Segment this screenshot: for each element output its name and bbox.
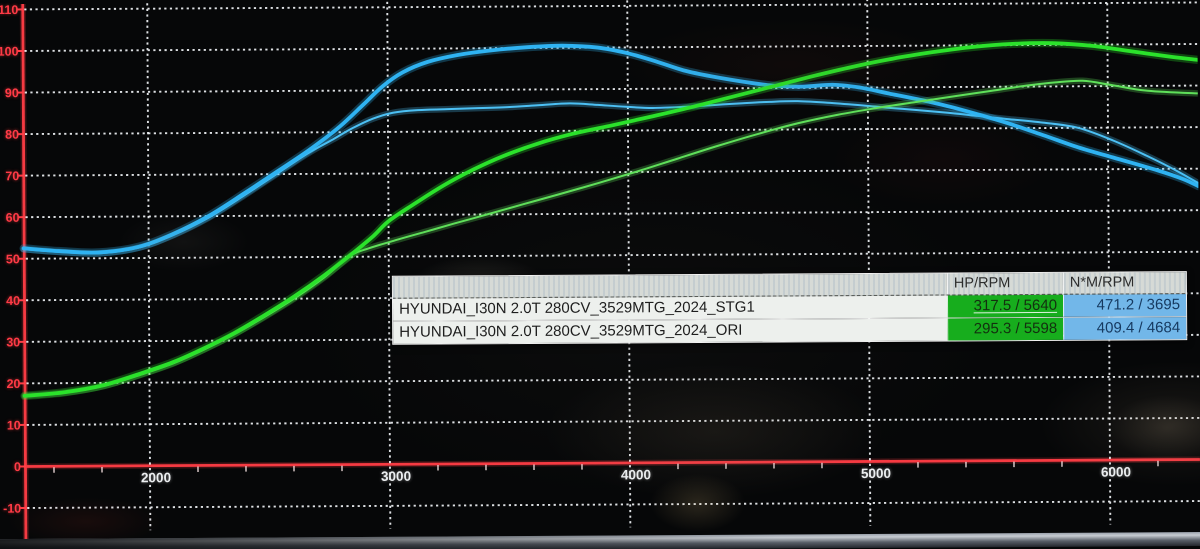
x-axis-label: 6000 bbox=[1101, 464, 1131, 479]
run-ori-nm-value: 409.4 / 4684 bbox=[1063, 317, 1187, 340]
gridline-vertical bbox=[146, 3, 152, 531]
gridline-vertical bbox=[866, 0, 872, 526]
gridlines bbox=[24, 0, 1200, 531]
y-axis-label: 80 bbox=[5, 128, 19, 142]
x-axis-label: 2000 bbox=[141, 470, 171, 485]
y-axis-label: 70 bbox=[5, 169, 19, 183]
gridline-horizontal bbox=[27, 500, 1200, 509]
curves bbox=[19, 38, 1200, 401]
y-axis-label: 50 bbox=[6, 252, 20, 266]
gridline-horizontal bbox=[26, 375, 1200, 385]
x-axis-line bbox=[23, 458, 1200, 468]
y-axis-label: 40 bbox=[6, 294, 20, 308]
run-stg1-nm-value: 471.2 / 3695 bbox=[1062, 294, 1187, 317]
results-header-hp: HP/RPM bbox=[946, 272, 1063, 295]
gridline-horizontal bbox=[25, 250, 1199, 260]
y-axis-line bbox=[21, 3, 28, 544]
run-stg1-hp-value: 317.5 / 5640 bbox=[946, 294, 1064, 318]
run-name-ori: HYUNDAI_I30N 2.0T 280CV_3529MTG_2024_ORI bbox=[393, 318, 948, 344]
y-axis-label: 100 bbox=[0, 45, 19, 59]
y-axis-label: 90 bbox=[5, 86, 19, 100]
gridline-vertical bbox=[626, 0, 632, 528]
y-axis-label: 30 bbox=[6, 335, 20, 349]
run-name-stg1: HYUNDAI_I30N 2.0T 280CV_3529MTG_2024_STG… bbox=[392, 295, 948, 321]
run-ori-hp-value: 295.3 / 5598 bbox=[947, 317, 1064, 341]
y-axis-label: 20 bbox=[7, 377, 21, 391]
results-row-stg1[interactable]: HYUNDAI_I30N 2.0T 280CV_3529MTG_2024_STG… bbox=[392, 293, 1187, 321]
y-axis-label: 0 bbox=[14, 460, 21, 474]
axes bbox=[19, 3, 1200, 544]
results-row-ori[interactable]: HYUNDAI_I30N 2.0T 280CV_3529MTG_2024_ORI… bbox=[393, 316, 1187, 344]
gridline-horizontal bbox=[26, 416, 1200, 426]
curve-stg1_nm bbox=[21, 43, 1200, 255]
gridline-horizontal bbox=[24, 1, 1198, 11]
gridline-horizontal bbox=[25, 167, 1199, 177]
gridline-vertical bbox=[1106, 0, 1112, 525]
axis-ticks bbox=[16, 8, 1159, 510]
y-axis-label: 60 bbox=[6, 211, 20, 225]
x-axis-label: 3000 bbox=[381, 469, 411, 484]
x-axis-label: 4000 bbox=[621, 467, 651, 482]
x-axis-label: 5000 bbox=[861, 466, 891, 481]
results-header-name bbox=[392, 273, 947, 298]
y-axis-label: -10 bbox=[3, 502, 21, 516]
results-header-nm: N*M/RPM bbox=[1062, 272, 1186, 294]
curve-stg1_hp bbox=[22, 41, 1200, 398]
y-axis-label: 10 bbox=[7, 418, 21, 432]
dyno-results-table: HP/RPM N*M/RPM HYUNDAI_I30N 2.0T 280CV_3… bbox=[391, 271, 1188, 345]
y-axis-label: 110 bbox=[0, 3, 18, 17]
gridline-vertical bbox=[386, 1, 392, 529]
